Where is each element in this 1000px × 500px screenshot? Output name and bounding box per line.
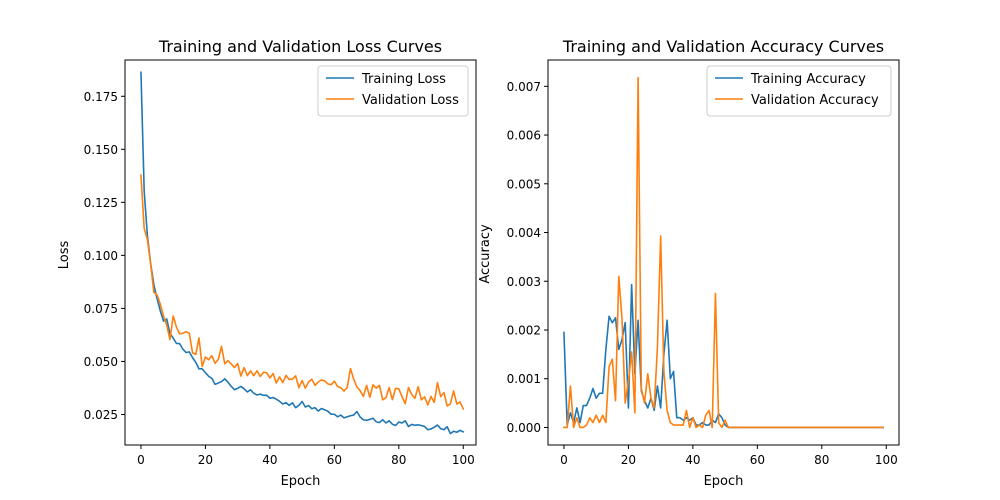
loss-chart-xtick-label-1: 20 xyxy=(198,453,213,467)
accuracy-chart-frame xyxy=(547,59,900,446)
loss-chart-ytick-label-5: 0.150 xyxy=(84,143,118,157)
accuracy-chart-ytick-label-4: 0.004 xyxy=(507,226,541,240)
loss-chart-legend-box xyxy=(317,65,469,117)
accuracy-chart-title: Training and Validation Accuracy Curves xyxy=(562,37,884,56)
accuracy-chart-ytick-label-2: 0.002 xyxy=(507,323,541,337)
loss-chart-frame xyxy=(124,59,477,446)
accuracy-chart-ytick-label-3: 0.003 xyxy=(507,275,541,289)
loss-chart-xtick-label-4: 80 xyxy=(391,453,406,467)
loss-chart-ytick-label-0: 0.025 xyxy=(84,408,118,422)
loss-chart-ytick-label-4: 0.125 xyxy=(84,196,118,210)
loss-chart-ylabel: Loss xyxy=(57,241,72,270)
loss-chart-legend: Training Loss Validation Loss xyxy=(317,65,469,117)
loss-chart-ytick-label-3: 0.100 xyxy=(84,249,118,263)
loss-chart-ytick-label-6: 0.175 xyxy=(84,90,118,104)
accuracy-chart-xtick-label-3: 60 xyxy=(750,453,765,467)
loss-chart-lines xyxy=(140,71,465,435)
accuracy-chart-ticks: 0 20 40 60 80 100 0.000 0.001 0.002 0.003 0.004 0.0… xyxy=(507,80,898,467)
accuracy-chart-legend-label-0: Training Accuracy xyxy=(750,72,866,87)
loss-chart-legend-label-1: Validation Loss xyxy=(362,93,459,108)
loss-chart-series-line-0 xyxy=(140,71,465,435)
loss-chart-xtick-label-0: 0 xyxy=(137,453,145,467)
accuracy-chart-lines xyxy=(563,76,884,429)
accuracy-chart-ytick-label-7: 0.007 xyxy=(507,80,541,94)
accuracy-chart-xtick-label-0: 0 xyxy=(560,453,568,467)
accuracy-chart-legend-label-1: Validation Accuracy xyxy=(751,93,879,108)
loss-chart-ytick-label-2: 0.075 xyxy=(84,302,118,316)
accuracy-chart-xtick-label-2: 40 xyxy=(685,453,700,467)
loss-chart-xlabel: Epoch xyxy=(281,474,321,489)
accuracy-chart-ytick-label-1: 0.001 xyxy=(507,372,541,386)
loss-chart-xtick-label-3: 60 xyxy=(327,453,342,467)
accuracy-chart: Training and Validation Accuracy Curves … xyxy=(478,37,900,489)
loss-chart-xtick-label-2: 40 xyxy=(262,453,277,467)
loss-chart: Training and Validation Loss Curves Epoc… xyxy=(57,37,477,489)
loss-chart-xtick-label-5: 100 xyxy=(452,453,475,467)
accuracy-chart-xtick-label-5: 100 xyxy=(875,453,898,467)
accuracy-chart-legend: Training Accuracy Validation Accuracy xyxy=(706,65,892,117)
accuracy-chart-ytick-label-6: 0.006 xyxy=(507,129,541,143)
loss-chart-ticks: 0 20 40 60 80 100 0.025 0.050 0.075 0.100 0.125 0.1… xyxy=(84,90,475,467)
loss-chart-legend-label-0: Training Loss xyxy=(361,72,446,87)
accuracy-chart-xlabel: Epoch xyxy=(704,474,744,489)
accuracy-chart-ylabel: Accuracy xyxy=(478,224,493,284)
accuracy-chart-xtick-label-1: 20 xyxy=(621,453,636,467)
loss-chart-series-line-1 xyxy=(140,174,465,411)
accuracy-chart-series-line-1 xyxy=(563,76,884,429)
accuracy-chart-legend-box xyxy=(706,65,892,117)
accuracy-chart-ytick-label-0: 0.000 xyxy=(507,421,541,435)
accuracy-chart-ytick-label-5: 0.005 xyxy=(507,177,541,191)
accuracy-chart-xtick-label-4: 80 xyxy=(814,453,829,467)
loss-chart-ytick-label-1: 0.050 xyxy=(84,355,118,369)
loss-chart-title: Training and Validation Loss Curves xyxy=(158,37,442,56)
